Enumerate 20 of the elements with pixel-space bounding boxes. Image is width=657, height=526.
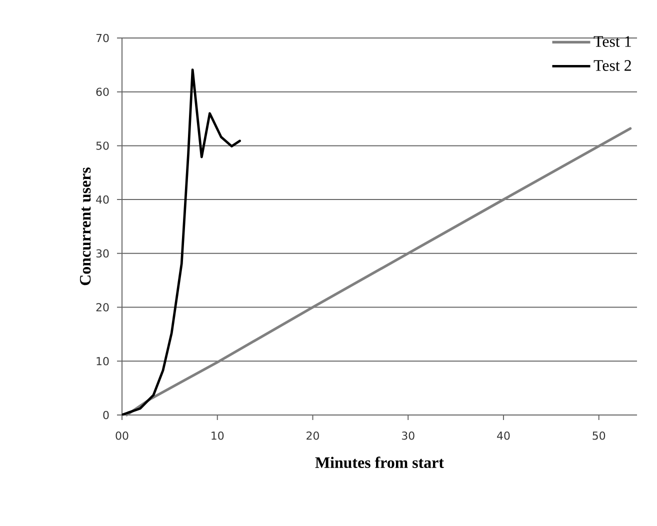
x-tick-label: 50 bbox=[592, 432, 606, 440]
y-tick-label: 60 bbox=[96, 88, 109, 96]
x-tick-label: 20 bbox=[306, 432, 319, 440]
y-tick-label: 40 bbox=[96, 195, 109, 204]
y-tick-label: 20 bbox=[96, 303, 109, 312]
y-tick-label: 0 bbox=[103, 410, 109, 420]
x-tick-label: 10 bbox=[212, 432, 224, 440]
legend-label: Test 2 bbox=[594, 60, 631, 71]
y-tick-label: 70 bbox=[96, 34, 109, 42]
y-tick-label: 10 bbox=[96, 356, 109, 366]
y-tick-label: 50 bbox=[96, 142, 109, 150]
y-axis-title: Concurrent users bbox=[80, 167, 91, 286]
x-axis-title: Minutes from start bbox=[315, 456, 444, 468]
line-series bbox=[125, 127, 632, 416]
x-tick-label: 30 bbox=[402, 432, 414, 440]
x-tick-label: 40 bbox=[497, 432, 510, 440]
y-tick-label: 30 bbox=[96, 249, 109, 258]
legend-label: Test 1 bbox=[594, 36, 631, 47]
x-tick-label: 00 bbox=[116, 432, 128, 440]
line-series bbox=[122, 68, 241, 416]
